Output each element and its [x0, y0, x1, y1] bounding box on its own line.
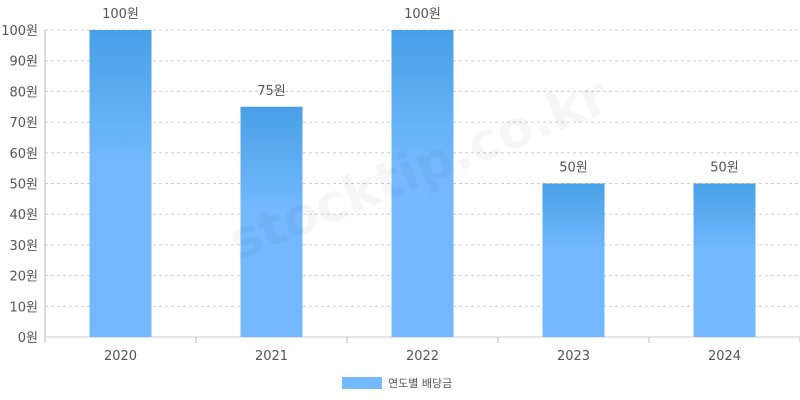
axes — [44, 30, 800, 343]
legend-label[interactable]: 연도별 배당금 — [388, 377, 452, 390]
y-tick-label: 50원 — [9, 178, 38, 193]
data-label: 100원 — [102, 7, 139, 22]
x-tick-label: 2022 — [406, 349, 439, 364]
legend-swatch[interactable] — [342, 377, 382, 389]
y-tick-label: 80원 — [9, 85, 38, 100]
bar-2022[interactable] — [391, 30, 454, 337]
x-tick-label: 2023 — [557, 349, 590, 364]
y-tick-label: 70원 — [9, 116, 38, 131]
y-tick-label: 0원 — [18, 331, 38, 346]
bar-2024[interactable] — [693, 183, 756, 338]
bar-2023[interactable] — [542, 183, 605, 338]
y-tick-label: 60원 — [9, 147, 38, 162]
y-tick-label: 20원 — [9, 270, 38, 285]
y-tick-label: 30원 — [9, 239, 38, 254]
x-tick-label: 2021 — [255, 349, 288, 364]
data-label: 75원 — [257, 84, 286, 99]
bar-2020[interactable] — [89, 30, 152, 337]
legend[interactable]: 연도별 배당금 — [342, 377, 452, 390]
labels: 0원 10원 20원 30원 40원 50원 60원 70원 80원 90원 100원 2020 100… — [1, 7, 741, 364]
data-label: 100원 — [404, 7, 441, 22]
x-tick-label: 2024 — [708, 349, 741, 364]
y-tick-label: 90원 — [9, 55, 38, 70]
bars — [89, 30, 756, 338]
x-tick-label: 2020 — [104, 349, 137, 364]
data-label: 50원 — [710, 161, 739, 176]
y-tick-label: 40원 — [9, 208, 38, 223]
data-label: 50원 — [559, 161, 588, 176]
y-tick-label: 10원 — [9, 300, 38, 315]
bar-2021[interactable] — [240, 106, 303, 337]
y-tick-label: 100원 — [1, 24, 38, 39]
